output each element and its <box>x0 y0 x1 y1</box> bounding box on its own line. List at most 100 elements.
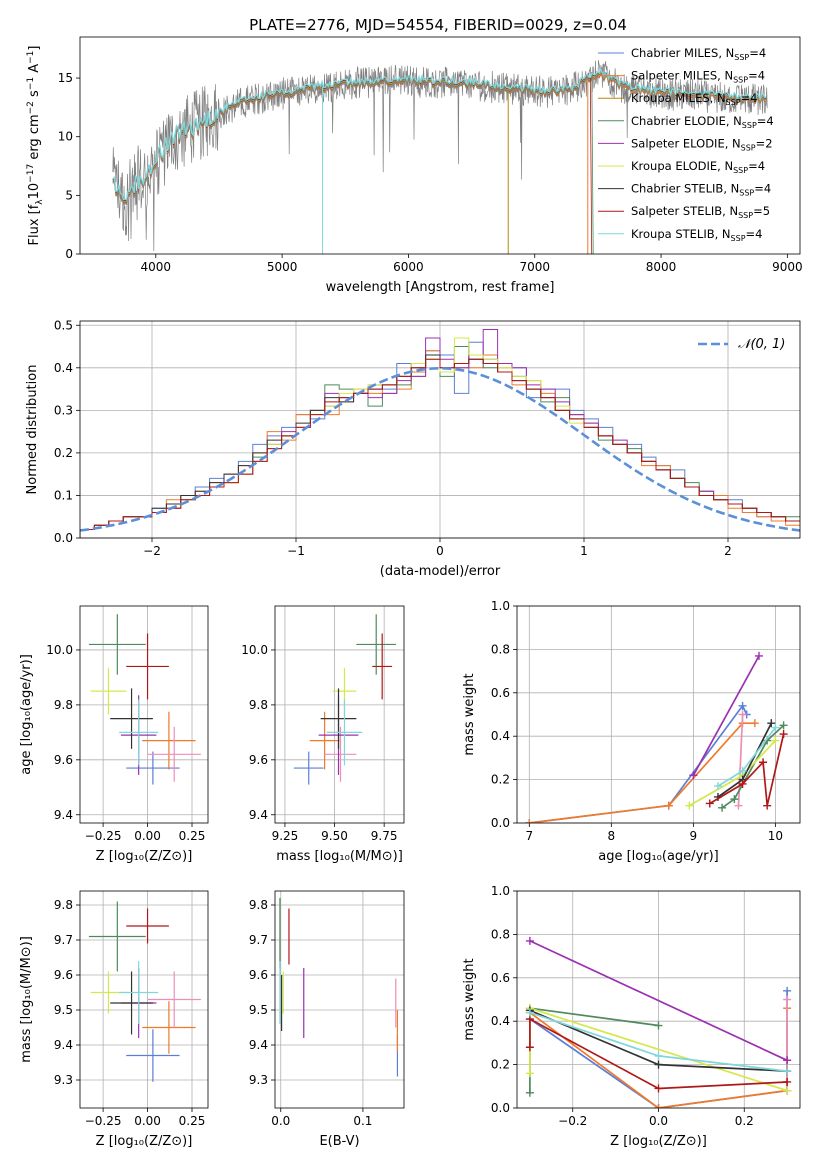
mass-weight-marker <box>754 651 763 660</box>
mass-weight-marker <box>718 803 727 812</box>
plot-area <box>88 614 201 785</box>
x-tick-label: −0.2 <box>558 1114 587 1128</box>
mass-vs-metallicity-panel: −0.25 0.00 0.25 9.3 9.4 9.5 9.6 9.7 9.8 Z [log₁₀(… <box>19 890 209 1149</box>
mass-weight-marker <box>730 795 739 804</box>
x-tick-label: 2 <box>724 544 732 558</box>
y-tick-label: 0.2 <box>491 773 510 787</box>
x-tick-label: 7 <box>525 829 533 843</box>
y-axis-label-part: −17 <box>26 164 36 183</box>
y-axis-label-part: s <box>27 90 42 101</box>
plot-area <box>88 901 201 1082</box>
x-tick-label: −1 <box>287 544 305 558</box>
mass-weight-marker <box>654 1104 663 1108</box>
y-tick-label: 0.1 <box>54 488 73 502</box>
mass-weight-line <box>529 1017 788 1090</box>
mass-weight-marker <box>654 1084 663 1093</box>
y-tick-label: 9.5 <box>249 1003 268 1017</box>
x-tick-label: 0 <box>436 544 444 558</box>
normal-distribution-curve <box>80 366 800 532</box>
y-tick-label: 9.4 <box>54 808 73 822</box>
y-tick-label: 9.8 <box>54 698 73 712</box>
plot-area <box>293 614 397 785</box>
mass-weight-line <box>529 940 788 1062</box>
x-axis-label: Z [log₁₀(Z/Z⊙)] <box>96 1134 193 1149</box>
y-tick-label: 0.2 <box>491 1058 510 1072</box>
x-tick-label: 0.00 <box>134 1114 161 1128</box>
y-tick-label: 9.4 <box>54 1038 73 1052</box>
mass-weight-marker <box>525 936 534 945</box>
y-axis-label: age [log₁₀(age/yr)] <box>19 654 34 775</box>
y-axis-label: mass [log₁₀(M/M⊙)] <box>19 936 34 1063</box>
y-axis-label-part: Flux [f <box>27 204 42 245</box>
mass-weight-marker <box>763 801 772 810</box>
mass-weight-marker <box>738 710 747 719</box>
mass-weight-marker <box>783 986 792 995</box>
plot-area <box>80 329 800 538</box>
legend-entry-count: =2 <box>756 136 773 150</box>
legend-entry-subscript: SSP <box>739 189 754 198</box>
legend-entry-count: =4 <box>749 46 766 60</box>
y-tick-label: 0.0 <box>54 531 73 545</box>
mass-weight-marker <box>525 1088 534 1097</box>
axes-frame <box>274 890 405 1109</box>
residual-histogram <box>80 358 800 538</box>
legend-entry: Chabrier MILES, NSSP=4 <box>631 46 766 62</box>
y-tick-label: 15 <box>58 71 73 85</box>
massweight-vs-metallicity-panel: −0.2 0.0 0.2 0.0 0.2 0.4 0.6 0.8 1.0 Z [log₁₀(Z/Z… <box>462 884 801 1149</box>
legend-entry-name: Kroupa ELODIE, N <box>631 159 733 173</box>
legend-entry-subscript: SSP <box>726 98 741 107</box>
x-tick-label: 9.50 <box>321 829 348 843</box>
mass-weight-marker <box>738 779 747 788</box>
legend-entry: Kroupa STELIB, NSSP=4 <box>631 227 762 243</box>
y-tick-label: 9.3 <box>249 1073 268 1087</box>
mass-weight-marker <box>783 1086 792 1095</box>
y-axis-label: Normed distribution <box>25 365 40 495</box>
y-tick-label: 10 <box>58 130 73 144</box>
x-tick-label: 1 <box>580 544 588 558</box>
mass-weight-marker <box>654 1051 663 1060</box>
mass-weight-marker <box>767 719 776 728</box>
y-tick-label: 9.8 <box>249 698 268 712</box>
legend-entry-count: =4 <box>757 114 774 128</box>
legend-entry-count: =4 <box>741 91 758 105</box>
x-axis-label: E(B-V) <box>319 1134 359 1149</box>
legend-entry-name: Salpeter MILES, N <box>631 69 733 83</box>
x-tick-label: −0.25 <box>85 1114 122 1128</box>
y-tick-label: 0.0 <box>491 816 510 830</box>
x-tick-label: 0.2 <box>735 1114 754 1128</box>
legend-entry-count: =5 <box>753 204 770 218</box>
legend-entry: Salpeter ELODIE, NSSP=2 <box>631 136 773 152</box>
mass-vs-reddening-panel: 0.0 0.1 9.3 9.4 9.5 9.6 9.7 9.8 E(B-V) <box>249 890 405 1149</box>
x-tick-label: 0.0 <box>271 1114 290 1128</box>
y-tick-label: 0.8 <box>491 642 510 656</box>
mass-weight-marker <box>734 801 743 810</box>
y-axis-label-part: ] <box>27 46 42 51</box>
y-tick-label: 9.6 <box>54 968 73 982</box>
x-tick-label: 0.1 <box>353 1114 372 1128</box>
axes-frame <box>79 320 801 539</box>
mass-weight-marker <box>705 799 714 808</box>
legend-entry: 𝒩(0, 1) <box>738 337 785 352</box>
x-tick-label: 4000 <box>141 260 172 274</box>
mass-weight-marker <box>759 758 768 767</box>
y-tick-label: 0.6 <box>491 971 510 985</box>
x-tick-label: −0.25 <box>85 829 122 843</box>
legend-entry-subscript: SSP <box>742 121 757 130</box>
x-tick-label: 9000 <box>772 260 803 274</box>
x-tick-label: 8000 <box>646 260 677 274</box>
axes-frame <box>79 36 801 255</box>
x-tick-label: 0.0 <box>649 1114 668 1128</box>
legend-entry: Salpeter STELIB, NSSP=5 <box>631 204 770 220</box>
legend-entry: Chabrier ELODIE, NSSP=4 <box>631 114 774 130</box>
y-tick-label: 0 <box>65 247 73 261</box>
x-axis-label: age [log₁₀(age/yr)] <box>598 849 719 864</box>
y-tick-label: 1.0 <box>491 599 510 613</box>
y-axis-label-part: −2 <box>26 101 36 114</box>
mass-weight-line <box>721 724 785 809</box>
mass-weight-marker <box>783 1056 792 1065</box>
y-tick-label: 0.0 <box>491 1101 510 1115</box>
x-tick-label: 0.00 <box>134 829 161 843</box>
legend-entry-subscript: SSP <box>734 53 749 62</box>
mass-weight-line <box>529 704 748 823</box>
